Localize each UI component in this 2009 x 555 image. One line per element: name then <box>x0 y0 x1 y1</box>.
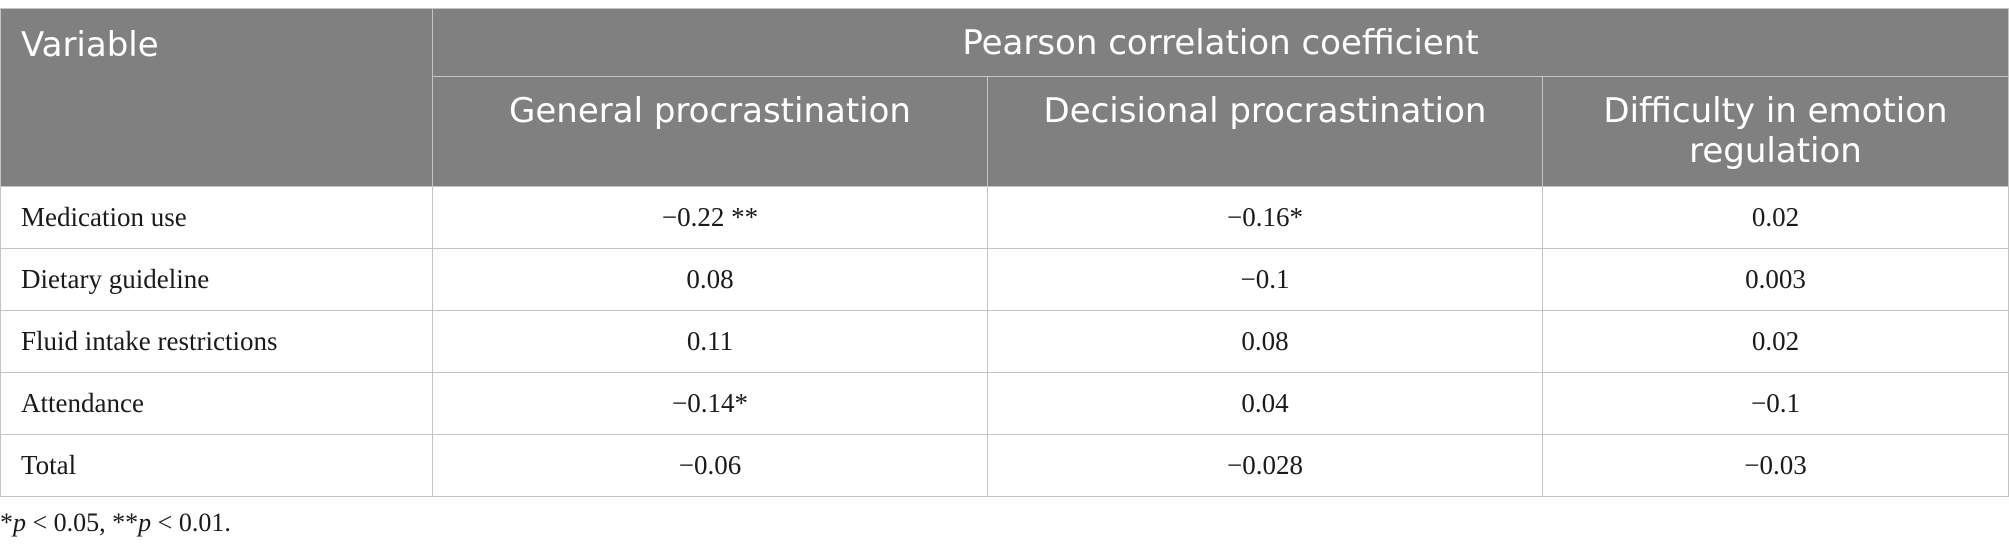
table-cell: 0.11 <box>432 310 988 373</box>
correlation-table: Variable Pearson correlation coefficient… <box>0 8 2009 497</box>
footnote-p-symbol: p <box>138 508 152 537</box>
row-label: Attendance <box>0 372 433 435</box>
table-cell: −0.14* <box>432 372 988 435</box>
table-cell: 0.04 <box>987 372 1543 435</box>
table-body: Medication use −0.22 ** −0.16* 0.02 Diet… <box>0 186 2009 497</box>
footnote-text: < 0.01. <box>151 508 231 537</box>
table-row: Fluid intake restrictions 0.11 0.08 0.02 <box>0 310 2009 373</box>
row-label: Dietary guideline <box>0 248 433 311</box>
pearson-group-header: Pearson correlation coefficient <box>432 8 2009 77</box>
table-cell: −0.06 <box>432 434 988 497</box>
footnote-p-symbol: p <box>13 508 26 537</box>
table-footnote: *p < 0.05, **p < 0.01. <box>0 508 231 538</box>
table-cell: 0.003 <box>1542 248 2009 311</box>
column-header-general-procrastination: General procrastination <box>432 76 988 187</box>
table-cell: −0.1 <box>987 248 1543 311</box>
table-cell: 0.02 <box>1542 186 2009 249</box>
table-cell: −0.03 <box>1542 434 2009 497</box>
footnote-text: < 0.05, ** <box>26 508 139 537</box>
table-cell: −0.16* <box>987 186 1543 249</box>
table-row: Medication use −0.22 ** −0.16* 0.02 <box>0 186 2009 249</box>
table-row: Dietary guideline 0.08 −0.1 0.003 <box>0 248 2009 311</box>
table-row: Total −0.06 −0.028 −0.03 <box>0 434 2009 497</box>
table-cell: 0.08 <box>987 310 1543 373</box>
row-label: Medication use <box>0 186 433 249</box>
table-cell: −0.22 ** <box>432 186 988 249</box>
footnote-symbol: * <box>0 508 13 537</box>
table-header: Variable Pearson correlation coefficient… <box>0 8 2009 187</box>
table-cell: 0.02 <box>1542 310 2009 373</box>
table-cell: −0.1 <box>1542 372 2009 435</box>
table-cell: 0.08 <box>432 248 988 311</box>
column-header-emotion-regulation: Difficulty in emotion regulation <box>1542 76 2009 187</box>
row-label: Total <box>0 434 433 497</box>
variable-column-header: Variable <box>0 8 433 187</box>
row-label: Fluid intake restrictions <box>0 310 433 373</box>
table-row: Attendance −0.14* 0.04 −0.1 <box>0 372 2009 435</box>
table-cell: −0.028 <box>987 434 1543 497</box>
column-header-decisional-procrastination: Decisional procrastination <box>987 76 1543 187</box>
